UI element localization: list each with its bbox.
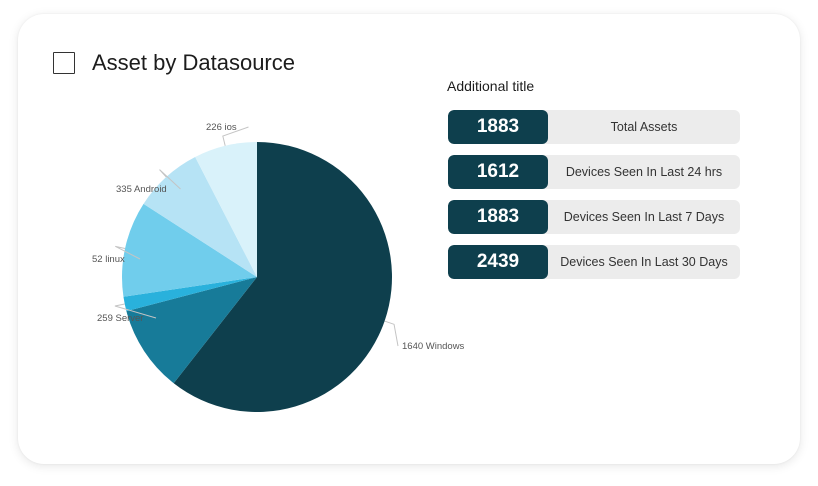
stat-value: 1883 (448, 110, 548, 144)
slice-leader-line (222, 126, 249, 146)
pie-slice-windows[interactable] (173, 142, 392, 412)
additional-title: Additional title (447, 78, 535, 94)
stat-value: 1612 (448, 155, 548, 189)
stat-label: Total Assets (610, 120, 678, 134)
pie-slice-android[interactable] (143, 156, 257, 277)
stat-label: Devices Seen In Last 30 Days (560, 255, 728, 269)
slice-label: 335 Android (116, 184, 167, 195)
stat-row-last-24-hrs: 1612 Devices Seen In Last 24 hrs (448, 155, 740, 189)
stat-value: 1883 (448, 200, 548, 234)
stat-row-total-assets: 1883 Total Assets (448, 110, 740, 144)
widget-title: Asset by Datasource (92, 50, 295, 75)
slice-label: 259 Server (97, 313, 143, 324)
slice-leader-line (159, 169, 181, 190)
slice-leader-line (384, 320, 399, 347)
pie-slice[interactable] (126, 277, 258, 384)
stat-row-last-30-days: 2439 Devices Seen In Last 30 Days (448, 245, 740, 279)
pie-slice-linux[interactable] (121, 203, 257, 297)
stat-row-last-7-days: 1883 Devices Seen In Last 7 Days (448, 200, 740, 234)
slice-label: 226 ios (206, 122, 237, 133)
select-checkbox[interactable] (53, 52, 75, 74)
slice-label: 1640 Windows (402, 341, 465, 352)
stat-value: 2439 (448, 245, 548, 279)
slice-label: 52 linux (92, 254, 125, 265)
pie-slice-server[interactable] (123, 277, 257, 312)
slice-leader-line (114, 303, 157, 319)
slice-leader-line (115, 245, 141, 260)
stat-label: Devices Seen In Last 24 hrs (565, 165, 723, 179)
stat-label: Devices Seen In Last 7 Days (563, 210, 725, 224)
pie-slice-ios[interactable] (195, 142, 257, 277)
